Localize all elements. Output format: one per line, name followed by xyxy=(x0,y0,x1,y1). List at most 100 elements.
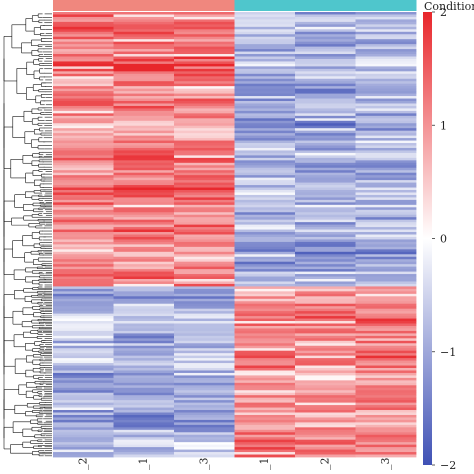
heatmap-cell xyxy=(53,410,114,413)
heatmap-cell xyxy=(174,293,235,297)
heatmap-cell xyxy=(53,449,114,453)
heatmap-cell xyxy=(234,234,296,238)
heatmap-cell xyxy=(53,182,114,186)
heatmap-cell xyxy=(53,24,114,28)
heatmap-cell xyxy=(113,355,175,359)
heatmap-cell xyxy=(234,133,296,137)
heatmap-cell xyxy=(53,88,114,92)
heatmap-cell xyxy=(355,402,417,406)
heatmap-cell xyxy=(113,26,175,30)
heatmap-cell xyxy=(174,209,235,213)
heatmap-cell xyxy=(113,160,175,164)
heatmap-cell xyxy=(53,363,114,366)
heatmap-cell xyxy=(53,442,114,446)
heatmap-cell xyxy=(234,66,296,70)
heatmap-cell xyxy=(174,353,235,357)
heatmap-cell xyxy=(113,123,175,127)
heatmap-cell xyxy=(113,39,175,43)
heatmap-cell xyxy=(295,264,356,268)
heatmap-cell xyxy=(113,16,175,20)
heatmap-cell xyxy=(234,363,296,366)
heatmap-cell xyxy=(174,120,235,124)
heatmap-cell xyxy=(174,123,235,127)
heatmap-cell xyxy=(355,194,417,198)
heatmap-cell xyxy=(174,73,235,77)
heatmap-cell xyxy=(113,350,175,354)
heatmap-cell xyxy=(295,31,356,35)
heatmap-cell xyxy=(174,197,235,201)
legend-tick-label: 1 xyxy=(440,119,447,132)
heatmap-cell xyxy=(174,155,235,159)
heatmap-cell xyxy=(53,147,114,151)
heatmap-cell xyxy=(295,190,356,193)
heatmap-cell xyxy=(295,244,356,248)
heatmap-cell xyxy=(53,130,114,134)
heatmap-cell xyxy=(295,167,356,171)
heatmap-cell xyxy=(234,88,296,92)
heatmap-cell xyxy=(53,26,114,30)
heatmap-cell xyxy=(355,160,417,164)
condition-bar-segment xyxy=(355,0,417,11)
heatmap-cell xyxy=(234,417,296,421)
heatmap-cell xyxy=(113,279,175,282)
heatmap-cell xyxy=(295,296,356,300)
heatmap-cell xyxy=(53,330,114,334)
heatmap-cell xyxy=(174,118,235,122)
heatmap-cell xyxy=(113,138,175,141)
heatmap-cell xyxy=(355,301,417,305)
heatmap-cell xyxy=(295,328,356,332)
heatmap-cell xyxy=(295,363,356,366)
heatmap-cell xyxy=(234,172,296,176)
heatmap-cell xyxy=(113,29,175,33)
heatmap-cell xyxy=(295,400,356,404)
heatmap-cell xyxy=(53,264,114,268)
heatmap-cell xyxy=(174,125,235,129)
heatmap-cell xyxy=(234,123,296,127)
heatmap-cell xyxy=(234,301,296,305)
heatmap-cell xyxy=(355,264,417,268)
heatmap-cell xyxy=(113,269,175,272)
heatmap-cell xyxy=(174,442,235,446)
heatmap-cell xyxy=(53,355,114,359)
heatmap-cell xyxy=(295,412,356,416)
heatmap-cell xyxy=(53,432,114,436)
heatmap-cell xyxy=(174,444,235,448)
heatmap-cell xyxy=(355,26,417,30)
heatmap-cell xyxy=(355,246,417,250)
heatmap-cell xyxy=(355,199,417,203)
heatmap-cell xyxy=(174,199,235,203)
heatmap-cell xyxy=(234,296,296,300)
heatmap-cell xyxy=(113,24,175,28)
condition-bar-segment xyxy=(174,0,235,11)
heatmap-cell xyxy=(113,113,175,117)
heatmap-cell xyxy=(53,358,114,361)
heatmap-cell xyxy=(295,192,356,196)
heatmap-cell xyxy=(355,283,417,287)
heatmap-cell xyxy=(295,135,356,139)
heatmap-cell xyxy=(53,138,114,141)
heatmap-cell xyxy=(295,138,356,141)
heatmap-cell xyxy=(174,78,235,82)
heatmap-cell xyxy=(53,157,114,161)
heatmap-cell xyxy=(174,39,235,43)
heatmap-cell xyxy=(234,177,296,181)
heatmap-cell xyxy=(174,390,235,394)
heatmap-cell xyxy=(295,152,356,156)
heatmap-cell xyxy=(174,340,235,344)
heatmap-cell xyxy=(174,170,235,174)
heatmap-cell xyxy=(355,143,417,146)
legend-tick-label: 0 xyxy=(440,233,447,246)
heatmap-cell xyxy=(113,98,175,102)
heatmap-cell xyxy=(113,360,175,364)
heatmap-cell xyxy=(295,234,356,238)
heatmap-cell xyxy=(355,207,417,211)
heatmap-cell xyxy=(355,172,417,176)
heatmap-cell xyxy=(113,180,175,183)
heatmap-cell xyxy=(234,209,296,213)
heatmap-cell xyxy=(174,96,235,99)
heatmap-cell xyxy=(53,217,114,221)
heatmap-cell xyxy=(234,424,296,428)
legend-ticks: 2 1 0 −1 −2 xyxy=(432,6,456,472)
heatmap-cell xyxy=(174,227,235,230)
heatmap-cell xyxy=(295,405,356,408)
